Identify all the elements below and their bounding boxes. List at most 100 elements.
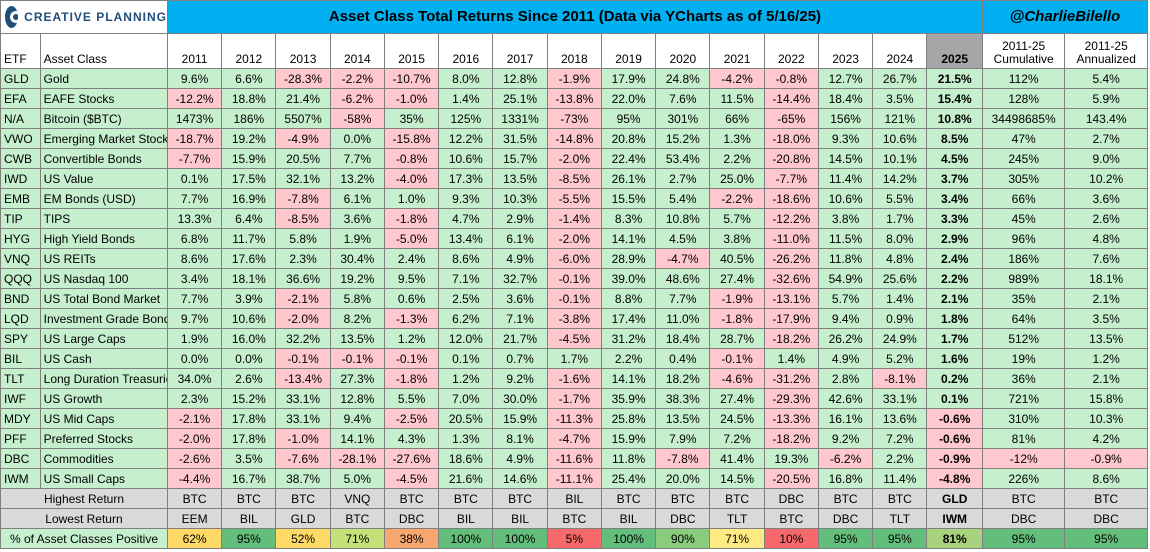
return-cell-2018: -11.3%	[546, 408, 602, 429]
return-cell-2025: 10.8%	[926, 108, 983, 129]
return-cell-2021: 1.3%	[709, 128, 765, 149]
return-cell-2024: 13.6%	[872, 408, 928, 429]
etf-ticker: SPY	[0, 328, 41, 349]
return-cell-2020: 24.8%	[655, 68, 711, 89]
lowest-return-row-cell: IWM	[926, 508, 983, 529]
return-cell-2025: 0.1%	[926, 388, 983, 409]
return-cell-2015: -4.5%	[383, 468, 440, 489]
annualized-return: 1.2%	[1064, 348, 1148, 369]
return-cell-2019: 8.8%	[600, 288, 657, 309]
return-cell-2023: 2.8%	[817, 368, 874, 389]
return-cell-2022: -31.2%	[763, 368, 819, 389]
return-cell-2022: -18.2%	[763, 428, 819, 449]
etf-ticker: HYG	[0, 228, 41, 249]
annualized-return: 9.0%	[1064, 148, 1148, 169]
return-cell-2013: 5507%	[275, 108, 331, 129]
header-year-2014: 2014	[329, 33, 385, 69]
return-cell-2019: 17.9%	[600, 68, 657, 89]
return-cell-2014: 0.0%	[329, 128, 385, 149]
return-cell-2014: 13.5%	[329, 328, 385, 349]
return-cell-2020: 11.0%	[655, 308, 711, 329]
return-cell-2021: 7.2%	[709, 428, 765, 449]
header-year-2016: 2016	[438, 33, 494, 69]
return-cell-2015: 1.2%	[383, 328, 440, 349]
percent-positive-row-cell: 95%	[981, 528, 1066, 549]
return-cell-2021: 11.5%	[709, 88, 765, 109]
return-cell-2012: 6.6%	[221, 68, 277, 89]
return-cell-2011: -18.7%	[166, 128, 223, 149]
return-cell-2015: 9.5%	[383, 268, 440, 289]
return-cell-2013: -4.9%	[275, 128, 331, 149]
return-cell-2022: -11.0%	[763, 228, 819, 249]
lowest-return-row-cell: BTC	[546, 508, 602, 529]
table-row: EFA EAFE Stocks -12.2% 18.8% 21.4% -6.2% -1.0%…	[0, 88, 1148, 109]
return-cell-2022: -13.3%	[763, 408, 819, 429]
asset-class-name: US Growth	[39, 388, 168, 409]
return-cell-2024: 0.9%	[872, 308, 928, 329]
etf-ticker: N/A	[0, 108, 41, 129]
return-cell-2015: -0.1%	[383, 348, 440, 369]
highest-return-row-cell: BIL	[546, 488, 602, 509]
header-year-2024: 2024	[872, 33, 928, 69]
return-cell-2012: 6.4%	[221, 208, 277, 229]
annualized-return: 5.4%	[1064, 68, 1148, 89]
return-cell-2023: 9.3%	[817, 128, 874, 149]
return-cell-2014: 5.0%	[329, 468, 385, 489]
return-cell-2016: 1.4%	[438, 88, 494, 109]
return-cell-2023: 54.9%	[817, 268, 874, 289]
return-cell-2019: 28.9%	[600, 248, 657, 269]
return-cell-2024: 14.2%	[872, 168, 928, 189]
return-cell-2017: 31.5%	[492, 128, 548, 149]
return-cell-2014: -0.1%	[329, 348, 385, 369]
return-cell-2021: 27.4%	[709, 268, 765, 289]
return-cell-2018: -13.8%	[546, 88, 602, 109]
etf-ticker: LQD	[0, 308, 41, 329]
return-cell-2017: 2.9%	[492, 208, 548, 229]
return-cell-2023: 26.2%	[817, 328, 874, 349]
percent-positive-row-cell: 100%	[438, 528, 494, 549]
percent-positive-row: % of Asset Classes Positive 62% 95% 52% 71% 3…	[0, 528, 1148, 549]
return-cell-2013: -13.4%	[275, 368, 331, 389]
return-cell-2017: 30.0%	[492, 388, 548, 409]
asset-class-name: High Yield Bonds	[39, 228, 168, 249]
table-row: BIL US Cash 0.0% 0.0% -0.1% -0.1% -0.1% 0.1% 0.7…	[0, 348, 1148, 369]
return-cell-2023: 16.1%	[817, 408, 874, 429]
table-row: DBC Commodities -2.6% 3.5% -7.6% -28.1% -27.6%…	[0, 448, 1148, 469]
header-year-2012: 2012	[221, 33, 277, 69]
return-cell-2015: 0.6%	[383, 288, 440, 309]
asset-class-name: US Total Bond Market	[39, 288, 168, 309]
return-cell-2019: 26.1%	[600, 168, 657, 189]
return-cell-2018: -2.0%	[546, 148, 602, 169]
return-cell-2017: 7.1%	[492, 308, 548, 329]
return-cell-2017: 1331%	[492, 108, 548, 129]
cumulative-return: 721%	[981, 388, 1066, 409]
return-cell-2021: 40.5%	[709, 248, 765, 269]
percent-positive-row-cell: 71%	[709, 528, 765, 549]
table-row: QQQ US Nasdaq 100 3.4% 18.1% 36.6% 19.2% 9.5% 7…	[0, 268, 1148, 289]
return-cell-2025: 0.2%	[926, 368, 983, 389]
return-cell-2025: 1.7%	[926, 328, 983, 349]
asset-class-name: US Value	[39, 168, 168, 189]
return-cell-2015: -1.3%	[383, 308, 440, 329]
asset-class-name: TIPS	[39, 208, 168, 229]
return-cell-2025: 1.8%	[926, 308, 983, 329]
return-cell-2017: 25.1%	[492, 88, 548, 109]
return-cell-2016: 17.3%	[438, 168, 494, 189]
return-cell-2013: -0.1%	[275, 348, 331, 369]
annualized-return: 5.9%	[1064, 88, 1148, 109]
header-cumulative: 2011-25 Cumulative	[981, 33, 1066, 69]
asset-class-name: Long Duration Treasuries	[39, 368, 168, 389]
return-cell-2016: 8.6%	[438, 248, 494, 269]
header-etf: ETF	[0, 33, 41, 69]
lowest-return-row-label: Lowest Return	[0, 508, 168, 529]
return-cell-2014: 5.8%	[329, 288, 385, 309]
cumulative-return: -12%	[981, 448, 1066, 469]
lowest-return-row-cell: BIL	[492, 508, 548, 529]
return-cell-2011: 0.0%	[166, 348, 223, 369]
header-year-2015: 2015	[383, 33, 440, 69]
return-cell-2013: 36.6%	[275, 268, 331, 289]
lowest-return-row-cell: TLT	[709, 508, 765, 529]
asset-class-name: US Mid Caps	[39, 408, 168, 429]
return-cell-2024: 11.4%	[872, 468, 928, 489]
percent-positive-row-cell: 95%	[221, 528, 277, 549]
